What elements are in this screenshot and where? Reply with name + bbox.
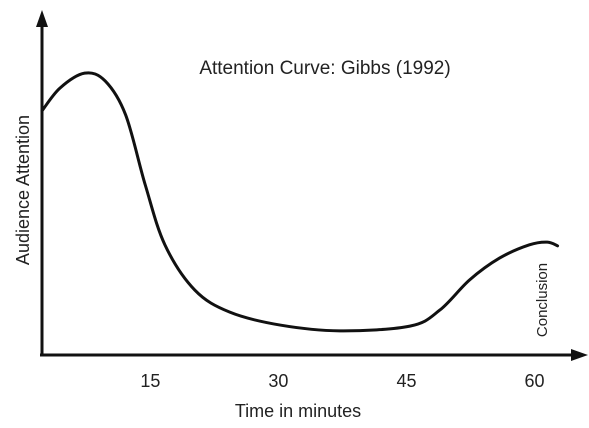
y-axis-label: Audience Attention bbox=[13, 115, 33, 265]
x-tick-label: 15 bbox=[140, 371, 160, 391]
x-axis-label: Time in minutes bbox=[235, 401, 361, 421]
x-axis-arrow bbox=[571, 349, 588, 361]
attention-curve bbox=[40, 71, 560, 333]
chart-title: Attention Curve: Gibbs (1992) bbox=[199, 58, 450, 79]
y-axis-arrow bbox=[36, 10, 48, 27]
x-tick-label: 45 bbox=[396, 371, 416, 391]
x-tick-label: 30 bbox=[268, 371, 288, 391]
annotation: Conclusion bbox=[534, 263, 551, 337]
x-tick-label: 60 bbox=[525, 371, 545, 391]
